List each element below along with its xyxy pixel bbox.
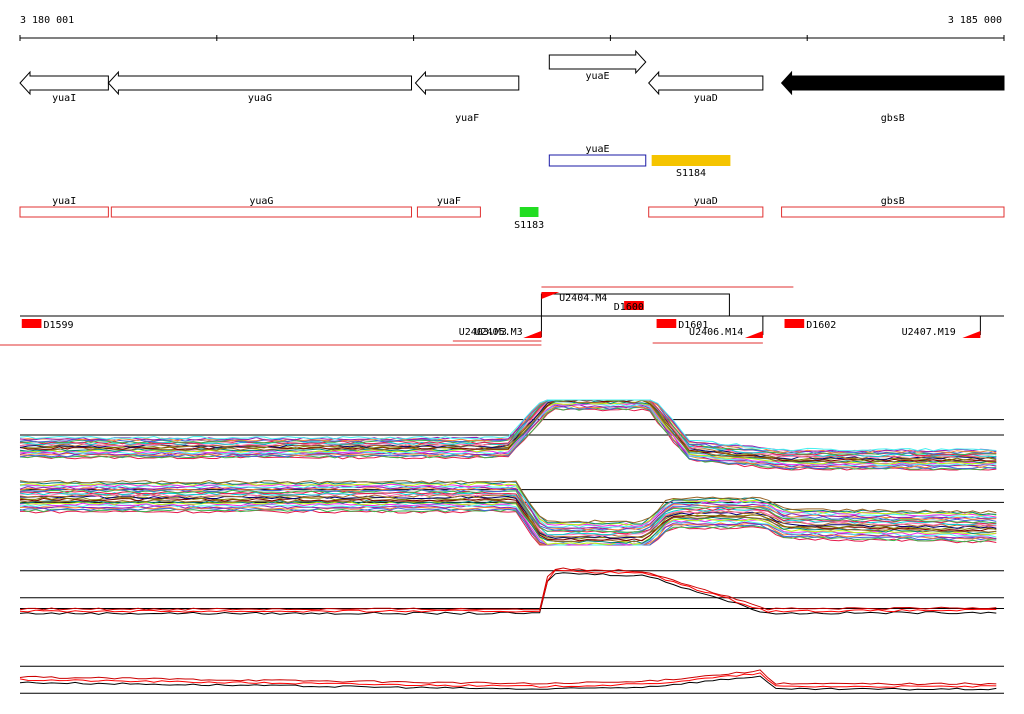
expression-series-line <box>19 498 997 543</box>
gene-arrow-yuaD <box>648 70 764 96</box>
expression-series-line <box>19 572 997 615</box>
gene-arrow-yuaE <box>548 49 647 75</box>
expression-series-line <box>19 399 997 462</box>
red-feature-track: yuaI yuaG yuaF yuaD gbsB S1183 <box>19 196 1005 231</box>
expression-series-line <box>19 399 997 461</box>
red-feature-yuaI <box>19 206 109 218</box>
gene-arrow-yuaI <box>19 70 109 96</box>
transcript-label-U2404.M4: U2404.M4 <box>559 293 607 304</box>
segment-block-D1599 <box>21 319 42 328</box>
red-feature-label: yuaG <box>249 196 273 207</box>
red-feature-yuaD <box>648 206 764 218</box>
expression-track-condition-black-red-2 <box>19 665 1004 694</box>
ruler-ticks <box>19 35 1005 41</box>
green-feature-S1183 <box>519 207 539 217</box>
expression-series-line <box>19 567 997 611</box>
gene-label-yuaG: yuaG <box>248 93 272 104</box>
expression-track-tiling-array-top <box>19 399 1004 471</box>
expression-series-line <box>19 672 997 688</box>
segment-block-D1600 <box>624 301 644 310</box>
gene-label-yuaI: yuaI <box>52 93 76 104</box>
expression-series-line <box>19 669 997 686</box>
expression-series-line <box>19 405 997 469</box>
gene-label-yuaE: yuaE <box>585 71 609 82</box>
expression-series-line <box>19 675 997 691</box>
segment-label-D1599: D1599 <box>43 320 73 331</box>
red-feature-yuaG <box>110 206 413 218</box>
blue-feature-yuaE <box>548 154 647 167</box>
segment-label-D1601: D1601 <box>678 320 708 331</box>
expression-series-line <box>19 483 997 527</box>
gene-arrow-gbsB <box>780 70 1005 96</box>
expression-series-line <box>19 496 997 540</box>
segment-block-D1602 <box>784 319 805 328</box>
gene-label-yuaF: yuaF <box>455 113 479 124</box>
segment-label-D1602: D1602 <box>806 320 836 331</box>
transcript-flag-U2407.M19 <box>962 331 981 338</box>
expression-series-line <box>19 399 997 460</box>
segment-block-D1601 <box>656 319 677 328</box>
expression-series-line <box>19 488 997 532</box>
blue-feature-label: yuaE <box>585 144 609 155</box>
transcript-label-U2406.M14: U2406.M14 <box>689 327 743 338</box>
expression-series-line <box>19 490 997 535</box>
ruler-end-label: 3 185 000 <box>948 15 1002 26</box>
green-feature-label: S1183 <box>514 220 544 231</box>
transcript-label-U2407.M19: U2407.M19 <box>902 327 956 338</box>
red-feature-label: yuaD <box>694 196 718 207</box>
transcript-label-U2405.M3: U2405.M3 <box>475 327 523 338</box>
expression-series-line <box>19 399 997 454</box>
expression-track-condition-red-black <box>19 567 1004 615</box>
expression-tracks <box>19 399 1004 694</box>
red-feature-gbsB <box>781 206 1005 218</box>
orange-feature-S1184 <box>651 155 731 166</box>
transcript-label-U2403.M3: U2403.M3 <box>459 327 507 338</box>
red-feature-yuaF <box>416 206 481 218</box>
gene-label-gbsB: gbsB <box>881 113 905 124</box>
segment-label-D1600: D1600 <box>614 302 644 313</box>
coordinate-ruler: 3 180 001 3 185 000 <box>19 15 1005 41</box>
gene-annotation-track: yuaI yuaG yuaF yuaE yuaD gbsB <box>19 49 1005 124</box>
red-feature-label: gbsB <box>881 196 905 207</box>
expression-series-line <box>19 495 997 539</box>
transcript-flag-U2404.M4 <box>541 292 560 299</box>
expression-series-line <box>19 408 997 471</box>
orange-feature-label: S1184 <box>676 168 706 179</box>
expression-series-line <box>19 399 997 452</box>
expression-series-line <box>19 479 997 524</box>
gene-arrow-yuaG <box>107 70 413 96</box>
expression-series-line <box>20 489 997 533</box>
red-feature-label: yuaI <box>52 196 76 207</box>
expression-track-tiling-array-bottom <box>19 479 1004 546</box>
expression-series-line <box>19 504 997 546</box>
expression-series-line <box>19 403 997 467</box>
blue-feature-track: yuaE S1184 <box>548 144 731 179</box>
expression-series-line <box>19 497 997 542</box>
expression-series-line <box>19 502 997 546</box>
gene-label-yuaD: yuaD <box>694 93 718 104</box>
ruler-start-label: 3 180 001 <box>20 15 74 26</box>
transcript-flag-U2406.M14 <box>744 331 763 338</box>
red-feature-label: yuaF <box>437 196 461 207</box>
transcript-flag-U2405.M3 <box>523 331 542 338</box>
segment-step <box>540 293 730 316</box>
gene-arrow-yuaF <box>414 70 520 96</box>
expression-series-line <box>19 509 997 546</box>
expression-series-line <box>19 485 997 530</box>
expression-series-line <box>19 569 997 613</box>
